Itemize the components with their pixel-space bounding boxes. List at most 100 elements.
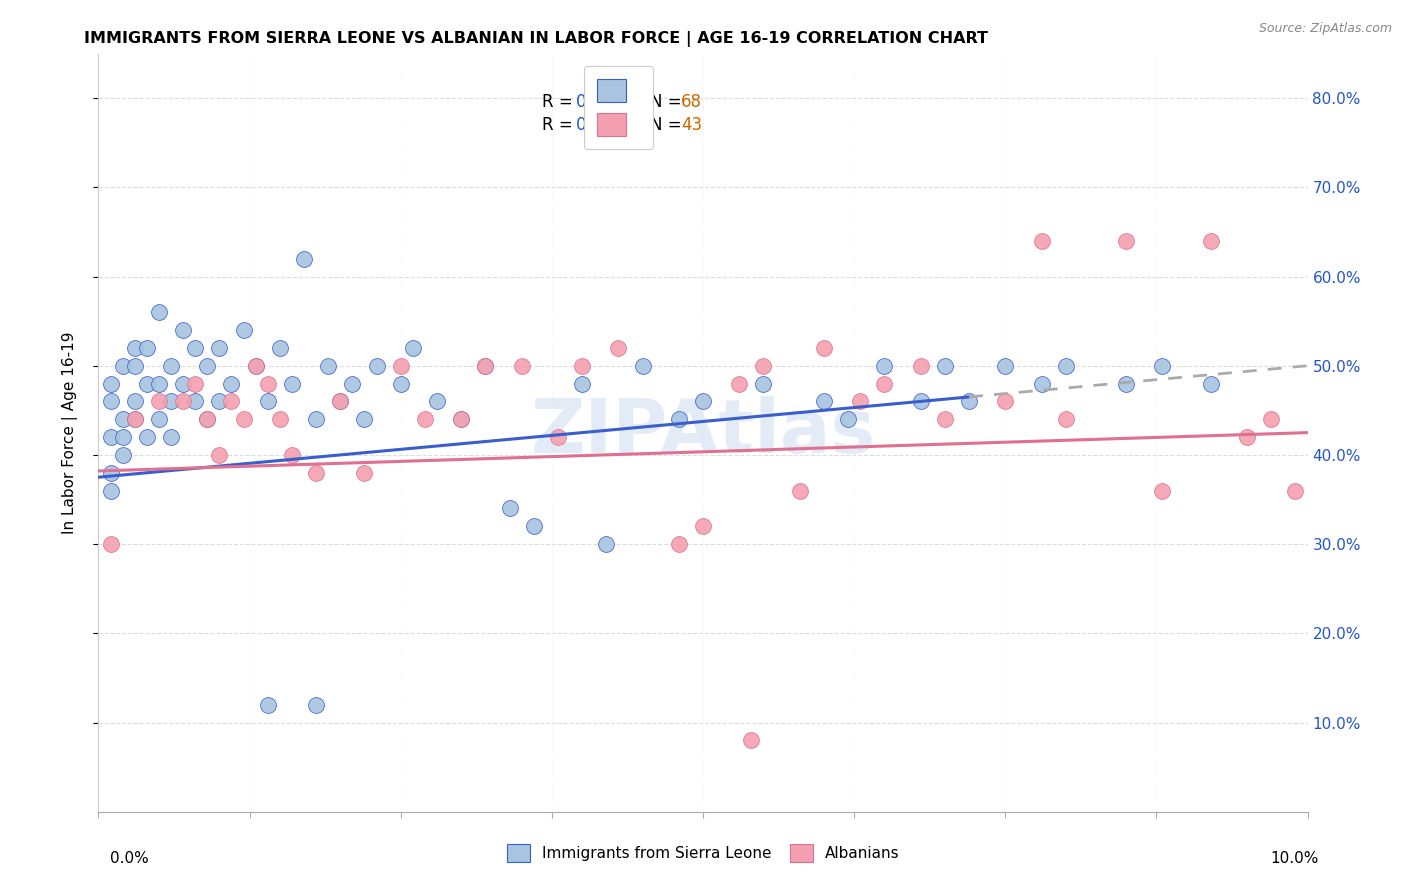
Point	[316, 359, 339, 373]
Point	[281, 448, 304, 462]
Point	[837, 412, 859, 426]
Point	[426, 394, 449, 409]
Point	[789, 483, 811, 498]
Point	[148, 394, 170, 409]
Point	[111, 412, 134, 426]
Point	[100, 483, 122, 498]
Point	[692, 519, 714, 533]
Point	[1054, 359, 1077, 373]
Point	[389, 359, 412, 373]
Text: 0.0%: 0.0%	[110, 851, 149, 865]
Point	[595, 537, 617, 551]
Point	[208, 394, 231, 409]
Point	[934, 359, 956, 373]
Text: Source: ZipAtlas.com: Source: ZipAtlas.com	[1258, 22, 1392, 36]
Point	[1152, 359, 1174, 373]
Point	[1284, 483, 1306, 498]
Point	[934, 412, 956, 426]
Point	[100, 466, 122, 480]
Point	[221, 376, 243, 391]
Point	[1199, 376, 1222, 391]
Point	[752, 359, 775, 373]
Point	[195, 359, 218, 373]
Point	[813, 341, 835, 355]
Point	[510, 359, 533, 373]
Point	[413, 412, 436, 426]
Point	[692, 394, 714, 409]
Text: 43: 43	[682, 116, 703, 134]
Legend: Immigrants from Sierra Leone, Albanians: Immigrants from Sierra Leone, Albanians	[501, 838, 905, 868]
Point	[160, 430, 183, 444]
Point	[1236, 430, 1258, 444]
Point	[184, 376, 207, 391]
Point	[184, 341, 207, 355]
Point	[269, 341, 291, 355]
Point	[208, 341, 231, 355]
Text: 68: 68	[682, 93, 702, 111]
Point	[245, 359, 267, 373]
Point	[366, 359, 388, 373]
Point	[100, 537, 122, 551]
Point	[402, 341, 425, 355]
Point	[124, 412, 146, 426]
Point	[607, 341, 630, 355]
Point	[100, 430, 122, 444]
Point	[232, 323, 254, 337]
Point	[1115, 234, 1137, 248]
Point	[135, 376, 157, 391]
Point	[873, 359, 896, 373]
Point	[100, 394, 122, 409]
Point	[124, 359, 146, 373]
Point	[728, 376, 751, 391]
Point	[305, 412, 328, 426]
Point	[111, 359, 134, 373]
Text: 10.0%: 10.0%	[1271, 851, 1319, 865]
Text: R =: R =	[543, 116, 578, 134]
Point	[813, 394, 835, 409]
Point	[124, 394, 146, 409]
Point	[668, 412, 690, 426]
Point	[124, 412, 146, 426]
Text: 0.187: 0.187	[576, 93, 623, 111]
Point	[256, 376, 278, 391]
Point	[148, 376, 170, 391]
Point	[474, 359, 496, 373]
Point	[195, 412, 218, 426]
Point	[740, 733, 762, 747]
Point	[450, 412, 472, 426]
Point	[910, 394, 932, 409]
Point	[135, 341, 157, 355]
Point	[1152, 483, 1174, 498]
Point	[631, 359, 654, 373]
Point	[910, 359, 932, 373]
Point	[1199, 234, 1222, 248]
Point	[172, 376, 194, 391]
Point	[172, 323, 194, 337]
Point	[571, 376, 593, 391]
Point	[1260, 412, 1282, 426]
Point	[269, 412, 291, 426]
Point	[849, 394, 872, 409]
Point	[329, 394, 352, 409]
Point	[160, 359, 183, 373]
Point	[873, 376, 896, 391]
Point	[1031, 376, 1053, 391]
Point	[353, 466, 375, 480]
Point	[292, 252, 315, 266]
Point	[1031, 234, 1053, 248]
Point	[547, 430, 569, 444]
Point	[135, 430, 157, 444]
Point	[498, 501, 520, 516]
Point	[100, 376, 122, 391]
Point	[994, 359, 1017, 373]
Text: IMMIGRANTS FROM SIERRA LEONE VS ALBANIAN IN LABOR FORCE | AGE 16-19 CORRELATION : IMMIGRANTS FROM SIERRA LEONE VS ALBANIAN…	[84, 31, 988, 47]
Point	[389, 376, 412, 391]
Point	[111, 430, 134, 444]
Point	[124, 341, 146, 355]
Point	[281, 376, 304, 391]
Point	[305, 466, 328, 480]
Text: R =: R =	[543, 93, 578, 111]
Point	[474, 359, 496, 373]
Point	[668, 537, 690, 551]
Point	[232, 412, 254, 426]
